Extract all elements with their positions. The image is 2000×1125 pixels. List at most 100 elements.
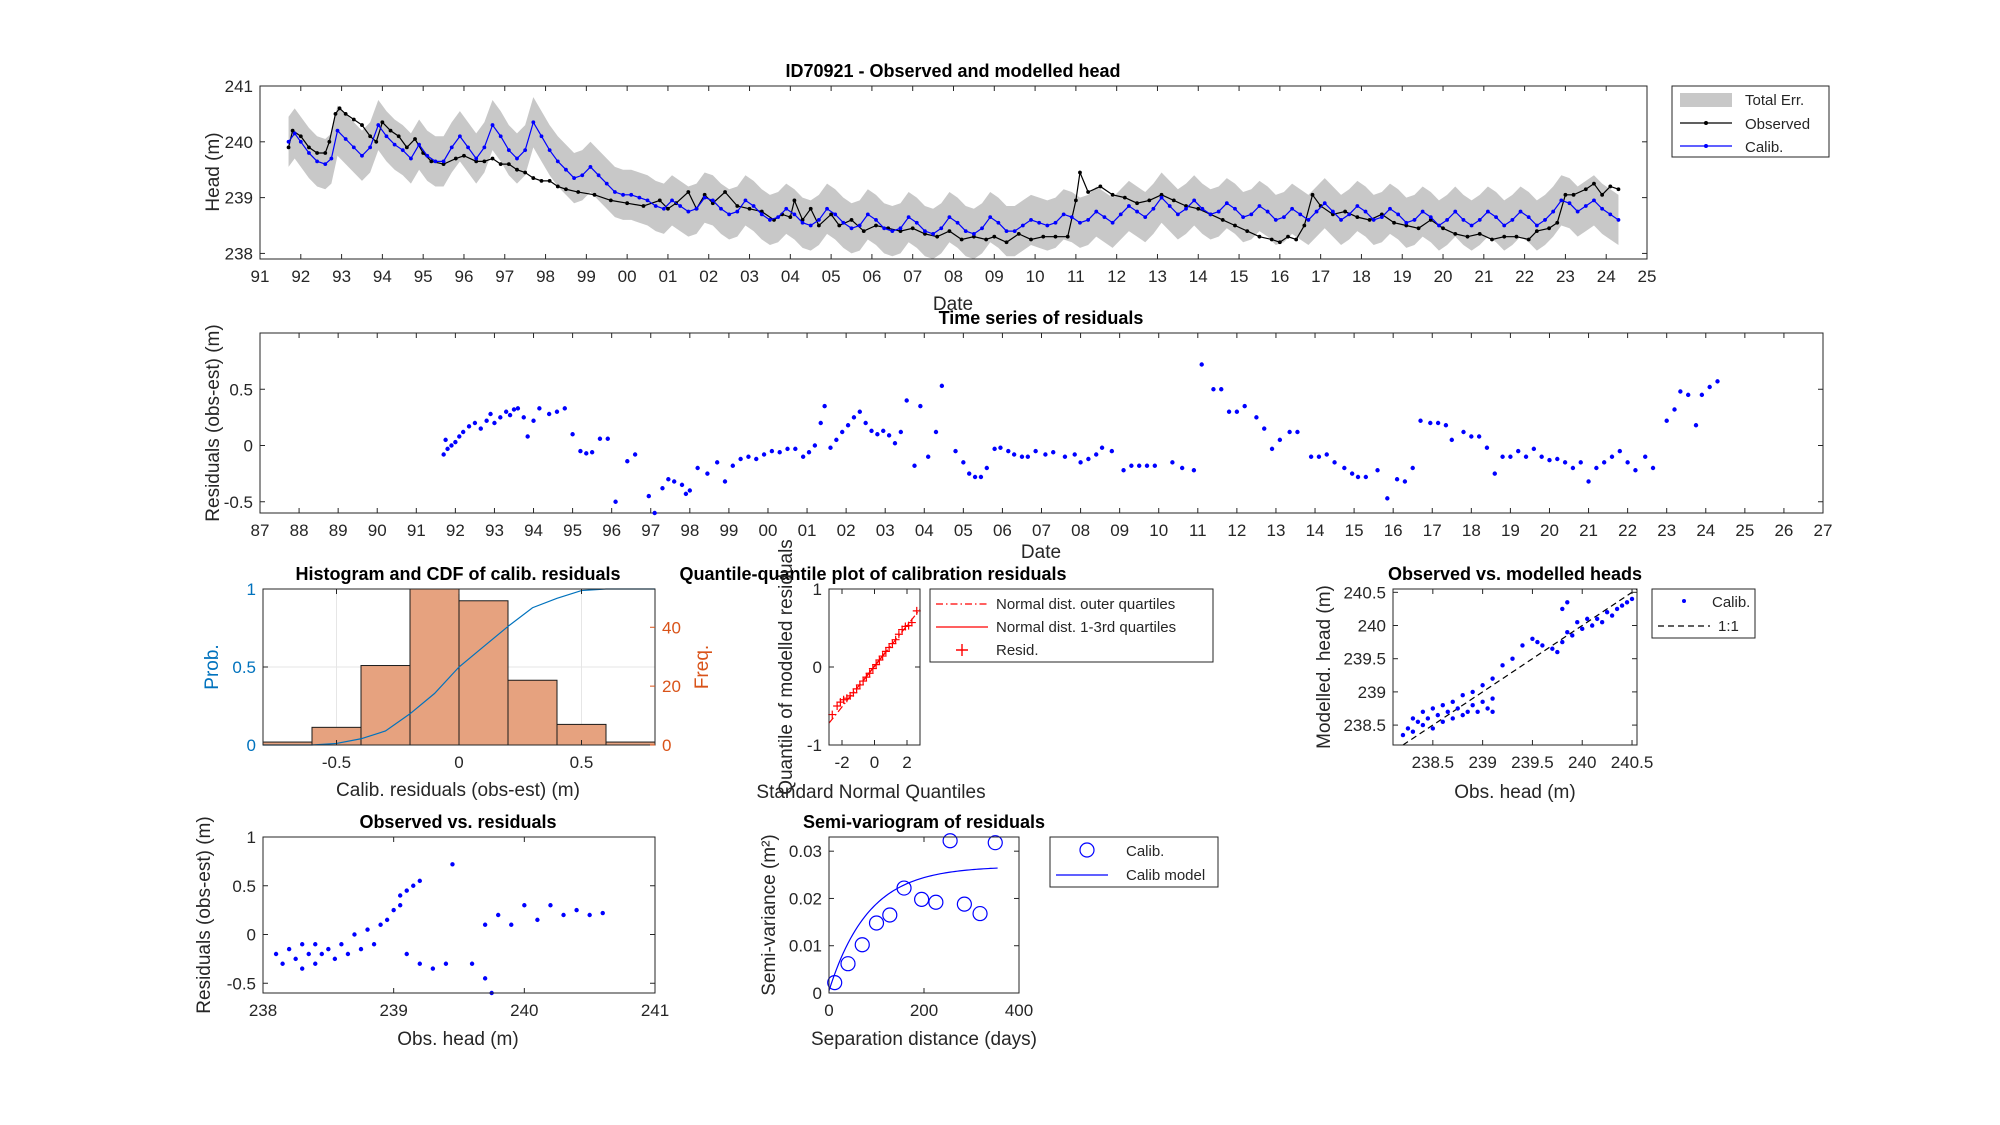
observed-point (462, 153, 466, 158)
total-error-area (288, 97, 1619, 260)
legend-inner-quartiles: Normal dist. 1-3rd quartiles (996, 619, 1176, 636)
calib-point (1143, 215, 1148, 220)
qq-ticks: -2 0 2 -1 0 1 (807, 580, 920, 772)
observed-point (1367, 218, 1372, 222)
calib-point (1534, 223, 1539, 228)
histogram-bar (458, 600, 509, 746)
x-tick-label: 06 (862, 267, 881, 286)
calib-point (710, 198, 715, 203)
residual-point (1308, 454, 1314, 459)
obs-vs-resid-point (469, 961, 475, 966)
y-tick-label: 239 (225, 189, 253, 208)
x-tick-label: 241 (641, 1001, 669, 1020)
observed-point (625, 201, 630, 206)
observed-point (1592, 181, 1596, 186)
calib-point (1363, 209, 1368, 214)
observed-point (1343, 209, 1348, 214)
x-tick-label: 00 (759, 521, 778, 540)
residual-point (806, 450, 812, 455)
x-tick-label: 25 (1735, 521, 1754, 540)
observed-point (735, 204, 740, 208)
histogram-bars (262, 588, 656, 746)
y-tick-label: 0.02 (789, 889, 822, 908)
residual-point (1715, 379, 1720, 384)
residual-point (466, 424, 472, 429)
obs-vs-mod-point (1485, 706, 1490, 711)
residual-point (892, 441, 898, 446)
obs-vs-resid-point (404, 951, 409, 957)
y-tick-label: -1 (807, 736, 822, 755)
obs-vs-mod-y-label: Modelled. head (m) (1314, 585, 1335, 749)
calib-point (1175, 212, 1180, 217)
obs-vs-mod-point (1500, 663, 1505, 668)
calib-point (490, 123, 495, 127)
residual-point (875, 432, 880, 437)
calib-point (580, 173, 585, 178)
calib-point (1330, 209, 1335, 214)
obs-vs-resid-point (509, 922, 514, 927)
y-tick-label: 1 (247, 828, 256, 847)
calib-point (955, 220, 960, 225)
y-tick-label: 239.5 (1343, 650, 1386, 669)
residual-point (1609, 454, 1615, 459)
residual-point (1269, 446, 1275, 452)
residual-point (1144, 463, 1150, 468)
x-tick-label: 25 (1638, 267, 1657, 286)
residual-point (1170, 460, 1175, 465)
obs-vs-resid-point (365, 927, 370, 932)
calib-point (1110, 220, 1115, 225)
calib-point (392, 142, 397, 147)
x-tick-label: 17 (1423, 521, 1442, 540)
obs-vs-mod-point (1460, 712, 1465, 718)
histogram-x-label: Calib. residuals (obs-est) (m) (336, 780, 580, 801)
legend-band-swatch (1680, 93, 1732, 107)
residual-ts-chart: 87 88 89 90 91 92 93 94 95 96 97 98 99 00 01 02 03 04 05 06… (203, 308, 1832, 563)
y-tick-label: 0.5 (232, 877, 256, 896)
residual-point (1199, 362, 1204, 367)
residual-point (1078, 460, 1083, 465)
residual-point (515, 406, 521, 411)
obs-vs-mod-point (1609, 613, 1615, 618)
residual-point (1191, 468, 1197, 473)
calib-point (482, 145, 487, 150)
residual-point (1019, 454, 1025, 459)
variogram-ticks: 0 200 400 0 0.01 0.02 0.03 (789, 837, 1033, 1020)
y-tick-label: 240 (1358, 617, 1386, 636)
y-tick-label: -0.5 (227, 974, 256, 993)
y-tick-label: 0.5 (232, 658, 256, 677)
x-tick-label: 89 (329, 521, 348, 540)
calib-point (898, 226, 903, 231)
total-error-band (288, 97, 1619, 260)
x-tick-label: 11 (1189, 521, 1207, 540)
residual-point (503, 409, 509, 414)
calib-point (351, 145, 356, 150)
x-tick-label: 08 (1071, 521, 1090, 540)
calib-point (1061, 212, 1066, 217)
calib-point (808, 223, 813, 228)
histogram-bar (507, 679, 558, 746)
residual-point (793, 446, 798, 452)
observed-point (935, 234, 940, 239)
calib-point (670, 198, 674, 203)
observed-point (923, 231, 927, 236)
obs-vs-mod-point (1555, 649, 1560, 655)
freq-tick-label: 20 (662, 677, 681, 696)
x-tick-label: 05 (822, 267, 841, 286)
calib-point (1494, 215, 1498, 220)
residual-point (671, 479, 677, 484)
observed-point (482, 159, 487, 164)
observed-point (971, 234, 976, 239)
calib-point (1461, 218, 1466, 222)
obs-vs-mod-point (1565, 600, 1570, 605)
x-tick-label: 12 (1227, 521, 1246, 540)
obs-vs-mod-point (1455, 706, 1460, 711)
residual-point (1402, 479, 1408, 484)
obs-vs-resid-point (352, 932, 357, 937)
observed-point (1547, 226, 1551, 231)
residual-point (441, 452, 446, 457)
qq-point (894, 630, 903, 639)
obs-vs-resid-point (417, 878, 422, 884)
variogram-title: Semi-variogram of residuals (803, 812, 1045, 832)
residual-point (769, 448, 775, 454)
variogram-point (840, 956, 856, 972)
